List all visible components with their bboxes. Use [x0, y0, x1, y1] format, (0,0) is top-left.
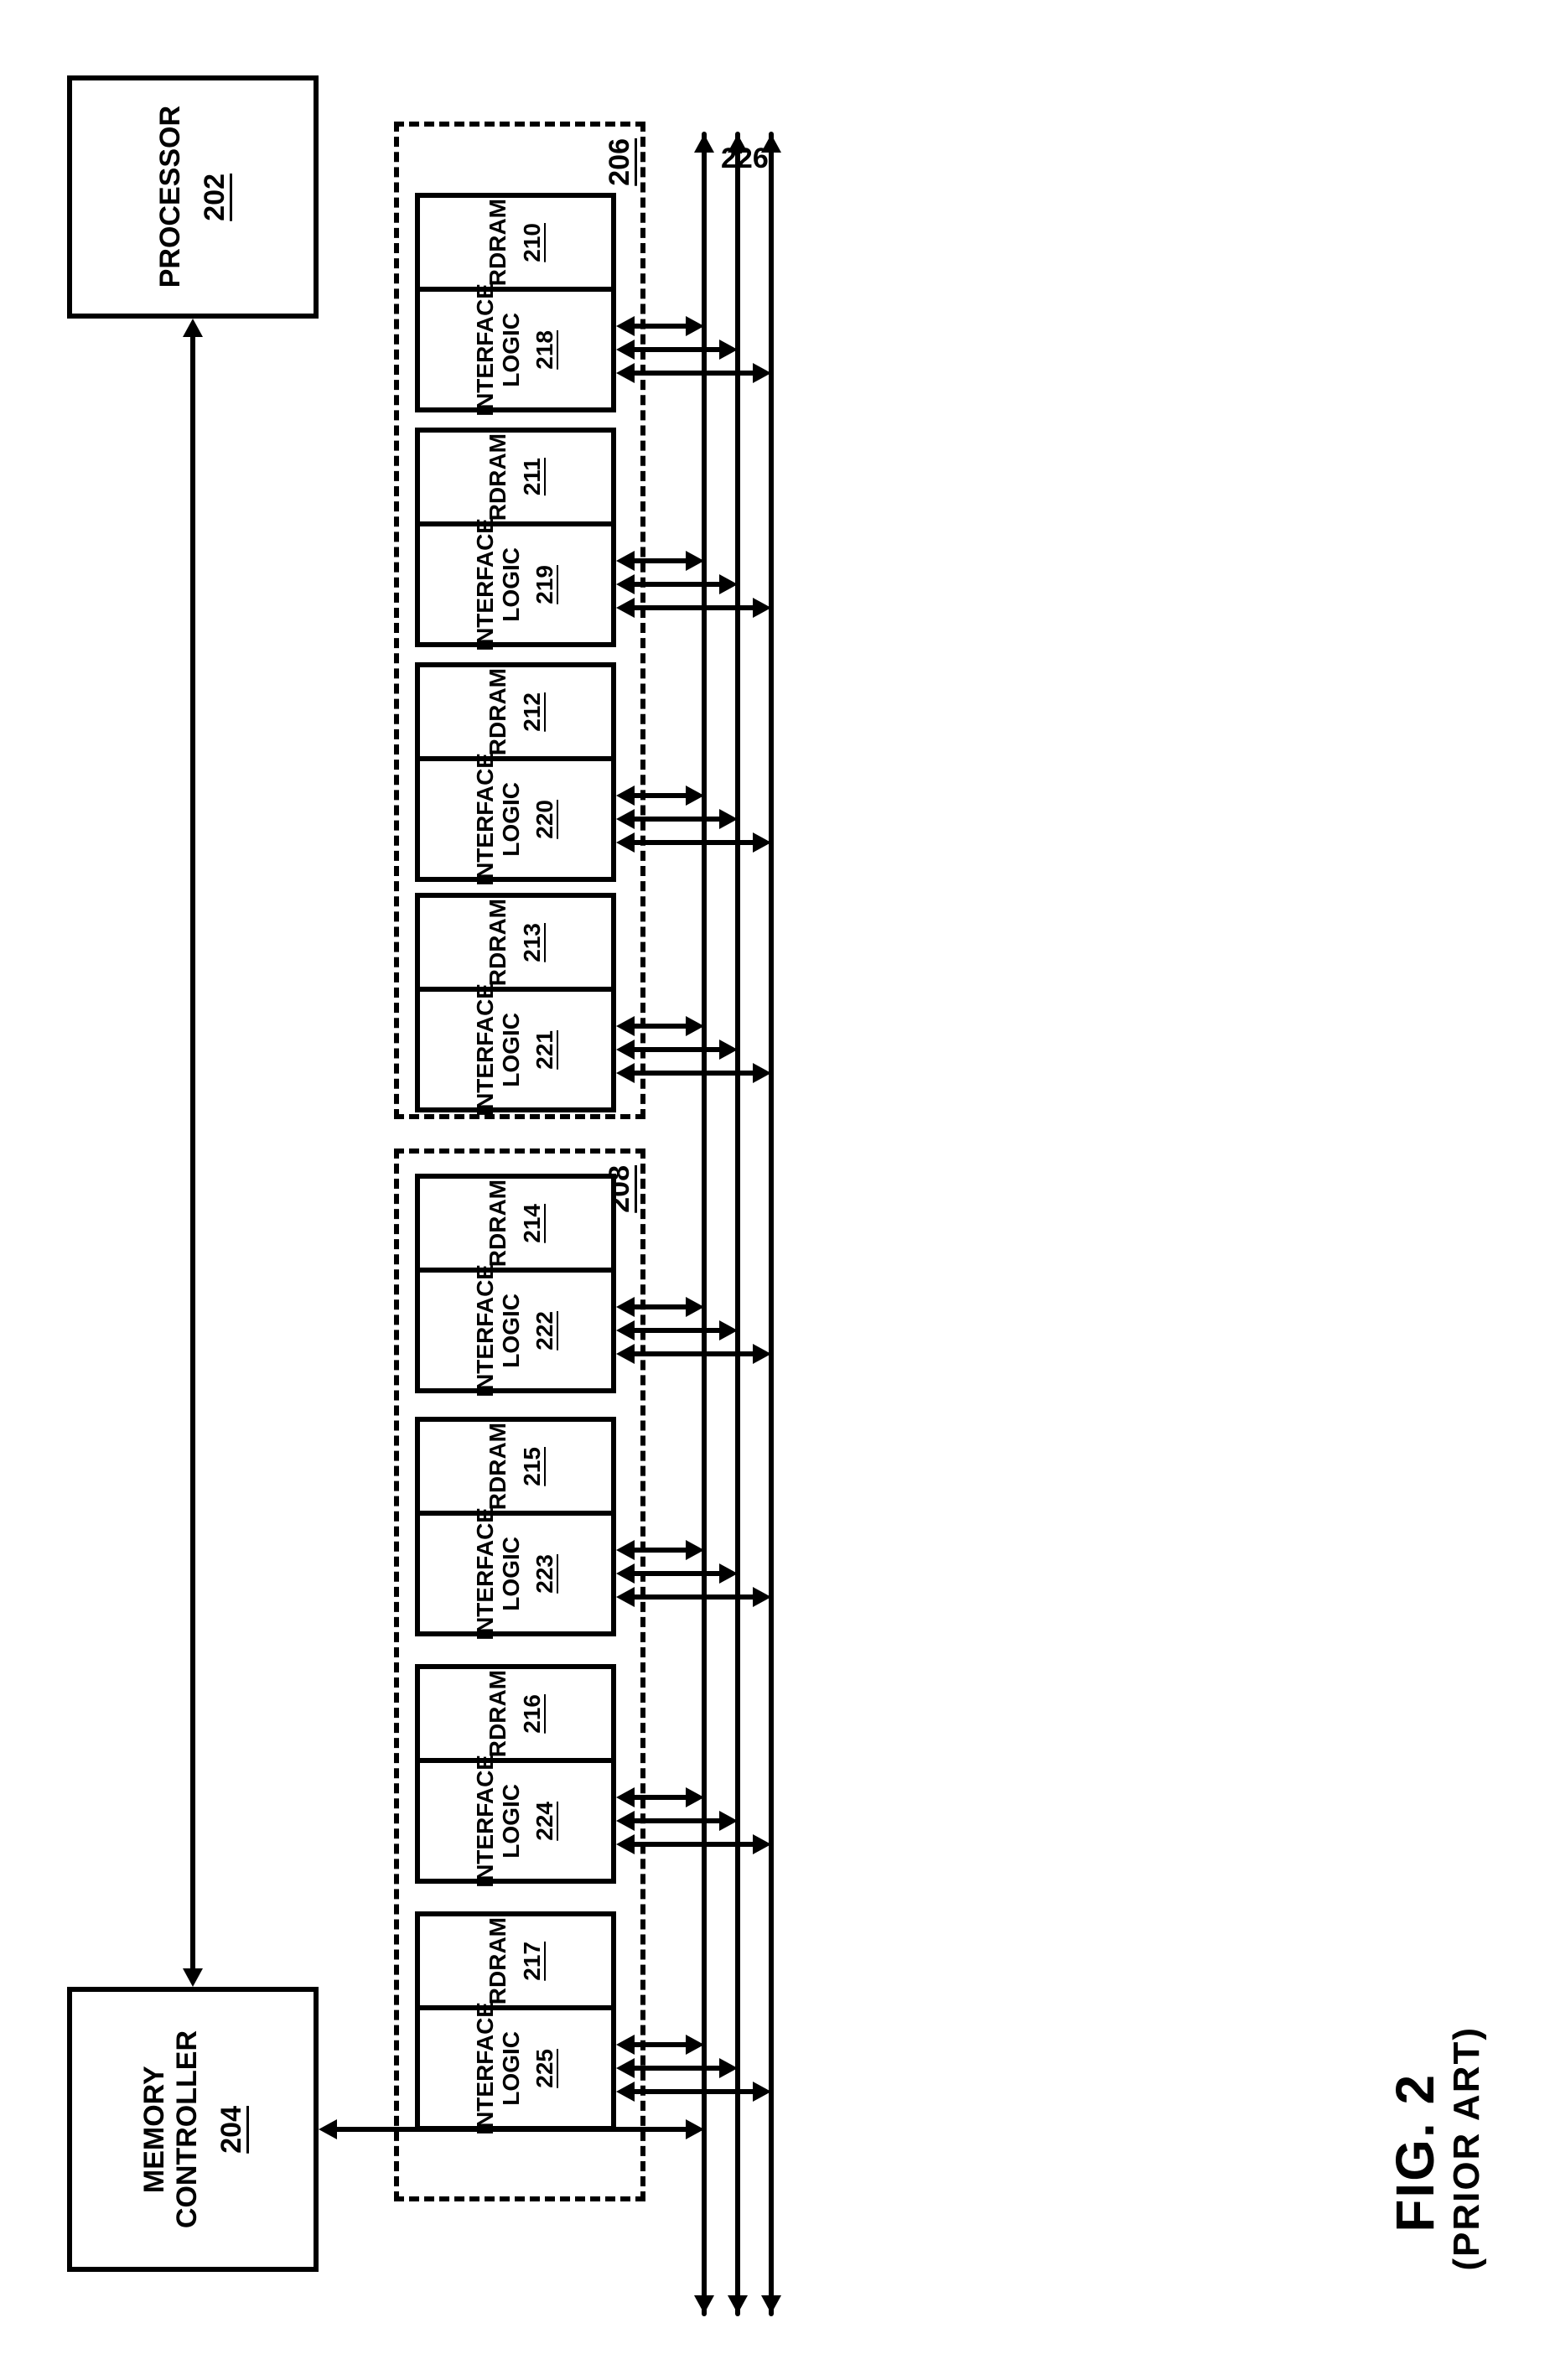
rdram-ref: 211: [520, 458, 546, 495]
rdram-label: RDRAM: [485, 899, 511, 986]
interface-logic-label: INTERFACE LOGIC: [473, 1264, 525, 1397]
interface-logic-ref: 225: [532, 2049, 558, 2088]
memory-module: RDRAM 215 INTERFACE LOGIC 223: [415, 1417, 616, 1636]
interface-logic-label: INTERFACE LOGIC: [473, 1507, 525, 1641]
memory-module: RDRAM 212 INTERFACE LOGIC 220: [415, 662, 616, 882]
interface-logic-section: INTERFACE LOGIC 223: [420, 1516, 611, 1631]
rdram-section: RDRAM 216: [420, 1669, 611, 1758]
interface-logic-ref: 220: [532, 800, 558, 839]
interface-logic-section: INTERFACE LOGIC 220: [420, 761, 611, 877]
memory-module: RDRAM 211 INTERFACE LOGIC 219: [415, 428, 616, 647]
memory-module: RDRAM 216 INTERFACE LOGIC 224: [415, 1664, 616, 1884]
rdram-label: RDRAM: [485, 199, 511, 286]
interface-logic-label: INTERFACE LOGIC: [473, 283, 525, 417]
rdram-section: RDRAM 214: [420, 1179, 611, 1268]
rdram-label: RDRAM: [485, 1670, 511, 1757]
interface-logic-section: INTERFACE LOGIC 224: [420, 1763, 611, 1879]
memory-controller-label: MEMORY CONTROLLER: [138, 2030, 204, 2228]
processor-ref: 202: [199, 174, 231, 221]
interface-logic-ref: 219: [532, 565, 558, 604]
figure-caption-sub: (PRIOR ART): [1446, 2026, 1488, 2271]
memory-module: RDRAM 214 INTERFACE LOGIC 222: [415, 1174, 616, 1393]
memory-module: RDRAM 210 INTERFACE LOGIC 218: [415, 193, 616, 412]
interface-logic-ref: 218: [532, 330, 558, 370]
diagram-canvas: PROCESSOR 202 MEMORY CONTROLLER 204 206 …: [0, 0, 1555, 2380]
memory-controller-block: MEMORY CONTROLLER 204: [67, 1987, 319, 2272]
interface-logic-section: INTERFACE LOGIC 219: [420, 526, 611, 642]
interface-logic-label: INTERFACE LOGIC: [473, 1755, 525, 1888]
interface-logic-label: INTERFACE LOGIC: [473, 753, 525, 886]
figure-caption: FIG. 2 (PRIOR ART): [1384, 2026, 1488, 2279]
rdram-ref: 216: [520, 1694, 546, 1734]
memory-module: RDRAM 217 INTERFACE LOGIC 225: [415, 1911, 616, 2131]
rdram-ref: 215: [520, 1447, 546, 1486]
rdram-section: RDRAM 215: [420, 1422, 611, 1511]
memory-module: RDRAM 213 INTERFACE LOGIC 221: [415, 893, 616, 1112]
processor-block: PROCESSOR 202: [67, 75, 319, 319]
interface-logic-section: INTERFACE LOGIC 218: [420, 292, 611, 407]
interface-logic-section: INTERFACE LOGIC 225: [420, 2010, 611, 2126]
rdram-label: RDRAM: [485, 668, 511, 755]
interface-logic-section: INTERFACE LOGIC 221: [420, 992, 611, 1107]
interface-logic-ref: 224: [532, 1802, 558, 1841]
rdram-ref: 213: [520, 923, 546, 962]
rdram-ref: 212: [520, 692, 546, 732]
interface-logic-section: INTERFACE LOGIC 222: [420, 1273, 611, 1388]
rdram-section: RDRAM 210: [420, 198, 611, 287]
rdram-section: RDRAM 212: [420, 667, 611, 756]
interface-logic-label: INTERFACE LOGIC: [473, 518, 525, 651]
interface-logic-label: INTERFACE LOGIC: [473, 983, 525, 1117]
rdram-label: RDRAM: [485, 1917, 511, 2004]
rdram-ref: 217: [520, 1942, 546, 1981]
group-a-ref: 206: [604, 138, 636, 186]
interface-logic-label: INTERFACE LOGIC: [473, 2002, 525, 2135]
memory-controller-ref: 204: [215, 2106, 248, 2154]
interface-logic-ref: 221: [532, 1030, 558, 1070]
rdram-label: RDRAM: [485, 433, 511, 521]
interface-logic-ref: 222: [532, 1311, 558, 1351]
rdram-section: RDRAM 213: [420, 898, 611, 987]
rdram-ref: 210: [520, 223, 546, 262]
rdram-section: RDRAM 211: [420, 433, 611, 521]
figure-caption-main: FIG. 2: [1384, 2026, 1446, 2279]
interface-logic-ref: 223: [532, 1554, 558, 1594]
rdram-section: RDRAM 217: [420, 1916, 611, 2005]
processor-label: PROCESSOR: [154, 106, 187, 288]
rdram-ref: 214: [520, 1204, 546, 1243]
rdram-label: RDRAM: [485, 1180, 511, 1267]
bus-ref: 226: [721, 143, 769, 175]
rdram-label: RDRAM: [485, 1423, 511, 1510]
